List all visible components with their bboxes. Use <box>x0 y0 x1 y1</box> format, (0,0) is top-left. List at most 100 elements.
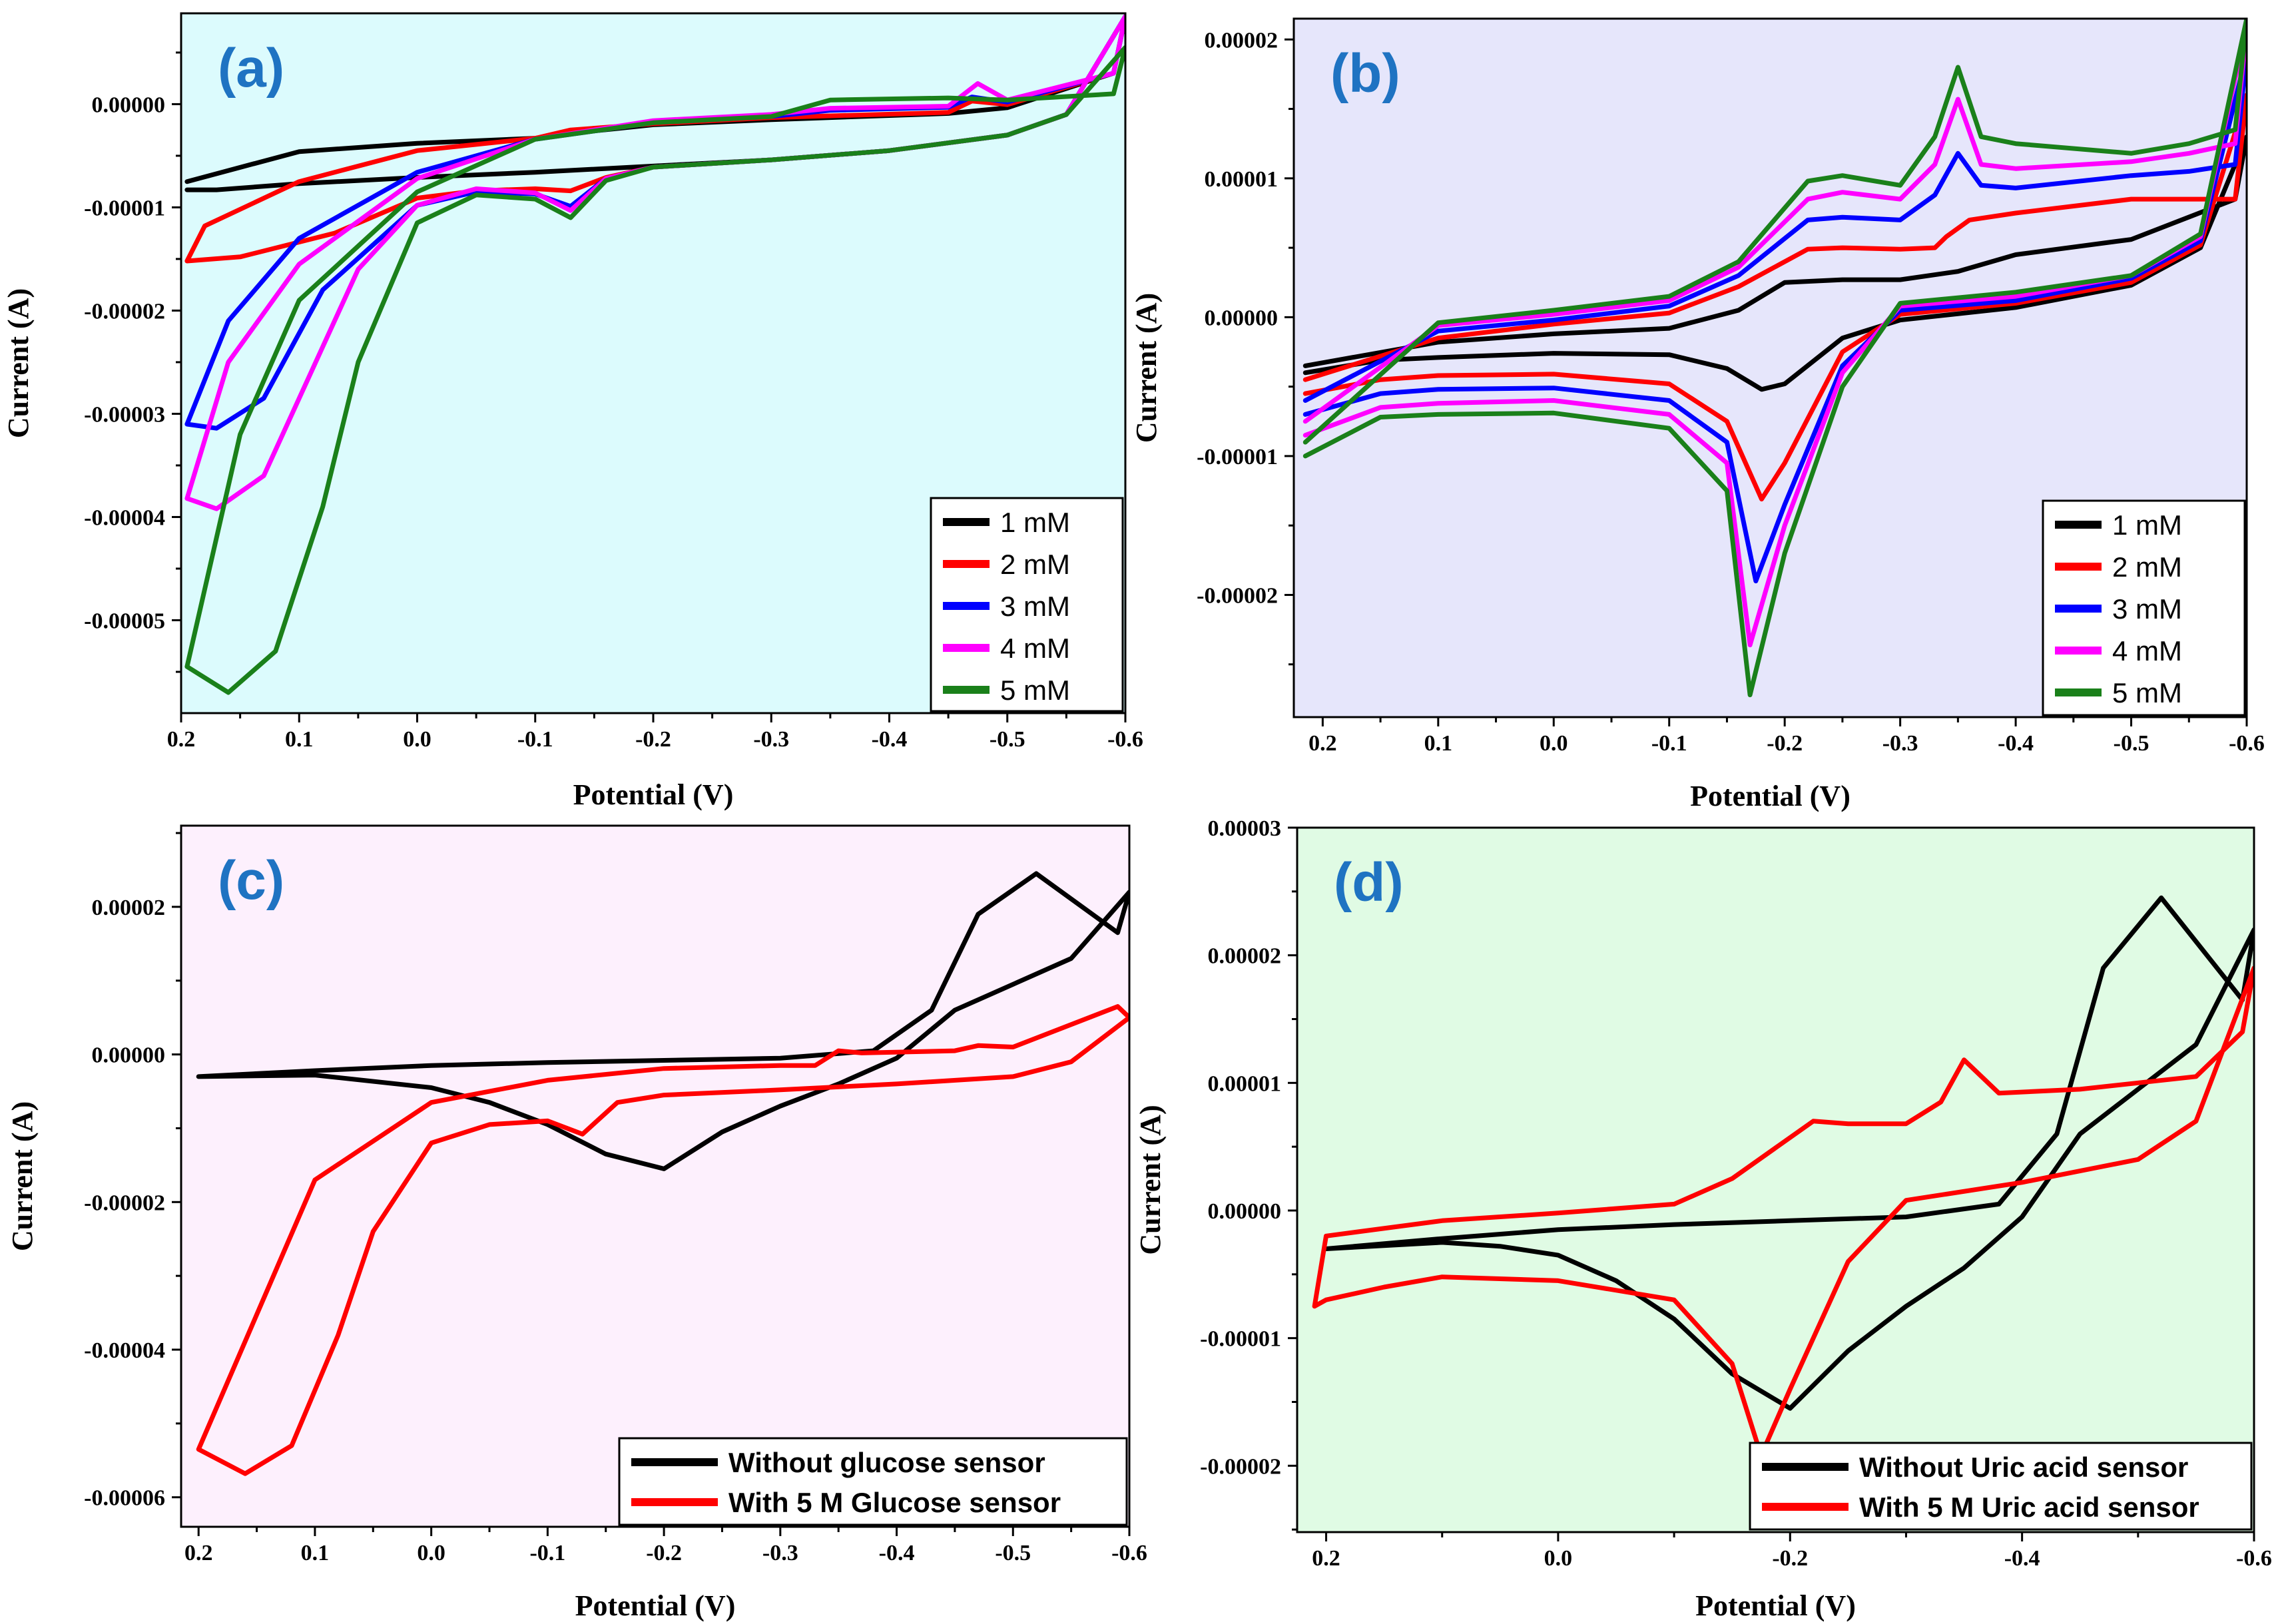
x-tick-label: -0.3 <box>762 1541 798 1565</box>
x-tick-label: -0.1 <box>1651 731 1687 756</box>
plot-area <box>181 826 1129 1527</box>
legend-label: 5 mM <box>2112 677 2182 708</box>
x-tick-label: -0.2 <box>1767 731 1803 756</box>
plot-frame <box>1296 826 2255 1533</box>
x-tick-label: 0.1 <box>1424 731 1453 756</box>
y-tick-label: 0.00002 <box>92 896 166 920</box>
legend-label: With 5 M Uric acid sensor <box>1859 1491 2199 1523</box>
series-group <box>1302 19 2247 698</box>
y-tick-label: 0.00000 <box>1208 1199 1282 1224</box>
y-tick-label: 0.00002 <box>1205 28 1279 53</box>
x-tick-label: 0.2 <box>184 1541 213 1565</box>
x-tick-label: -0.5 <box>2114 731 2149 756</box>
x-tick-label: -0.3 <box>753 727 789 752</box>
y-axis-title: Current (A) <box>1130 293 1163 443</box>
x-tick-label: 0.2 <box>1308 731 1337 756</box>
series-line-3-mm <box>1302 51 2247 584</box>
series-line-with-5-m-glucose-sensor <box>196 1004 1129 1476</box>
y-tick-label: -0.00002 <box>84 1191 165 1215</box>
chart-panel-a: 0.2 0.1 0.0 -0.1 -0.2 -0.3 -0.4 -0.5 -0.6 0.00000… <box>2 12 1143 811</box>
y-tick-label: -0.00004 <box>84 505 165 530</box>
y-tick-label: 0.00000 <box>92 93 166 117</box>
y-tick-label: 0.00003 <box>1208 816 1282 841</box>
chart-panel-c: 0.2 0.1 0.0 -0.1 -0.2 -0.3 -0.4 -0.5 -0.6 0.00002… <box>6 824 1147 1622</box>
y-tick-label: -0.00001 <box>84 196 165 220</box>
x-tick-label: -0.1 <box>529 1541 565 1565</box>
x-tick-label: -0.2 <box>646 1541 682 1565</box>
x-tick-label: 0.1 <box>301 1541 330 1565</box>
x-tick-label: -0.6 <box>2236 1546 2272 1571</box>
x-tick-label: 0.0 <box>417 1541 445 1565</box>
x-tick-label: 0.2 <box>167 727 196 752</box>
series-line-without-glucose-sensor <box>196 871 1129 1171</box>
plot-frame <box>180 824 1131 1528</box>
x-tick-label: -0.2 <box>1772 1546 1808 1571</box>
y-tick-label: -0.00002 <box>84 299 165 324</box>
x-tick-label: -0.4 <box>879 1541 915 1565</box>
x-tick-label: -0.1 <box>517 727 553 752</box>
panel-label: (a) <box>218 38 284 99</box>
y-tick-label: -0.00002 <box>1200 1454 1281 1479</box>
legend-label: 2 mM <box>2112 551 2182 583</box>
y-axis-title: Current (A) <box>6 1101 39 1251</box>
x-axis-title: Potential (V) <box>573 778 734 811</box>
series-line-5-mm <box>1302 19 2247 698</box>
y-tick-label: -0.00001 <box>1197 445 1278 469</box>
x-axis-title: Potential (V) <box>1690 780 1851 812</box>
legend-box <box>618 1437 1128 1526</box>
chart-panel-b: 0.2 0.1 0.0 -0.1 -0.2 -0.3 -0.4 -0.5 -0.6 0.00002… <box>1130 17 2265 812</box>
x-tick-label: -0.4 <box>872 727 908 752</box>
series-line-1-mm <box>1302 134 2247 392</box>
legend: 1 mM 2 mM 3 mM 4 mM 5 mM <box>930 497 1124 712</box>
x-tick-label: -0.6 <box>1107 727 1143 752</box>
x-tick-label: 0.2 <box>1312 1546 1340 1571</box>
y-tick-label: 0.00002 <box>1208 944 1282 969</box>
y-tick-label: 0.00000 <box>1205 306 1279 330</box>
y-tick-label: -0.00002 <box>1197 583 1278 608</box>
y-tick-label: -0.00006 <box>84 1486 165 1511</box>
series-group <box>184 14 1125 695</box>
x-tick-label: -0.5 <box>995 1541 1031 1565</box>
panel-label: (b) <box>1330 43 1400 104</box>
legend-label: 1 mM <box>1000 507 1070 538</box>
legend-label: 1 mM <box>2112 509 2182 541</box>
legend-label: Without glucose sensor <box>728 1447 1045 1478</box>
panel-label: (d) <box>1334 852 1404 913</box>
series-line-5-mm <box>184 45 1125 695</box>
x-tick-label: 0.0 <box>403 727 431 752</box>
series-group <box>1312 895 2254 1458</box>
x-tick-label: -0.6 <box>1111 1541 1147 1565</box>
plot-frame <box>1292 17 2248 718</box>
plot-area <box>1297 828 2254 1532</box>
legend: Without glucose sensor With 5 M Glucose s… <box>618 1437 1128 1526</box>
legend-label: 4 mM <box>1000 633 1070 664</box>
series-line-with-5-m-uric-acid-sensor <box>1312 965 2254 1458</box>
x-axis-title: Potential (V) <box>575 1589 736 1622</box>
x-tick-label: 0.1 <box>285 727 314 752</box>
x-tick-label: 0.0 <box>1544 1546 1573 1571</box>
x-tick-label: -0.4 <box>2004 1546 2040 1571</box>
legend-box <box>1749 1442 2253 1531</box>
panel-label: (c) <box>218 850 284 911</box>
series-group <box>196 871 1129 1476</box>
y-tick-label: -0.00001 <box>1200 1327 1281 1352</box>
legend-label: With 5 M Glucose sensor <box>728 1487 1061 1518</box>
y-tick-label: -0.00003 <box>84 402 165 427</box>
y-axis-title: Current (A) <box>2 288 35 438</box>
legend-label: 3 mM <box>2112 593 2182 625</box>
legend-label: 3 mM <box>1000 591 1070 622</box>
legend-label: 5 mM <box>1000 675 1070 706</box>
legend-label: 2 mM <box>1000 549 1070 580</box>
y-tick-label: 0.00000 <box>92 1043 166 1068</box>
x-tick-label: -0.3 <box>1882 731 1918 756</box>
x-tick-label: -0.2 <box>635 727 671 752</box>
x-tick-label: 0.0 <box>1540 731 1568 756</box>
legend-label: 4 mM <box>2112 635 2182 667</box>
legend: Without Uric acid sensor With 5 M Uric ac… <box>1749 1442 2253 1531</box>
legend: 1 mM 2 mM 3 mM 4 mM 5 mM <box>2042 499 2246 716</box>
y-tick-label: 0.00001 <box>1208 1071 1282 1096</box>
x-tick-label: -0.6 <box>2229 731 2265 756</box>
chart-panel-d: 0.2 0.0 -0.2 -0.4 -0.6 0.00003 0.00002 0.00001 0… <box>1134 816 2272 1622</box>
y-tick-label: -0.00004 <box>84 1338 165 1363</box>
